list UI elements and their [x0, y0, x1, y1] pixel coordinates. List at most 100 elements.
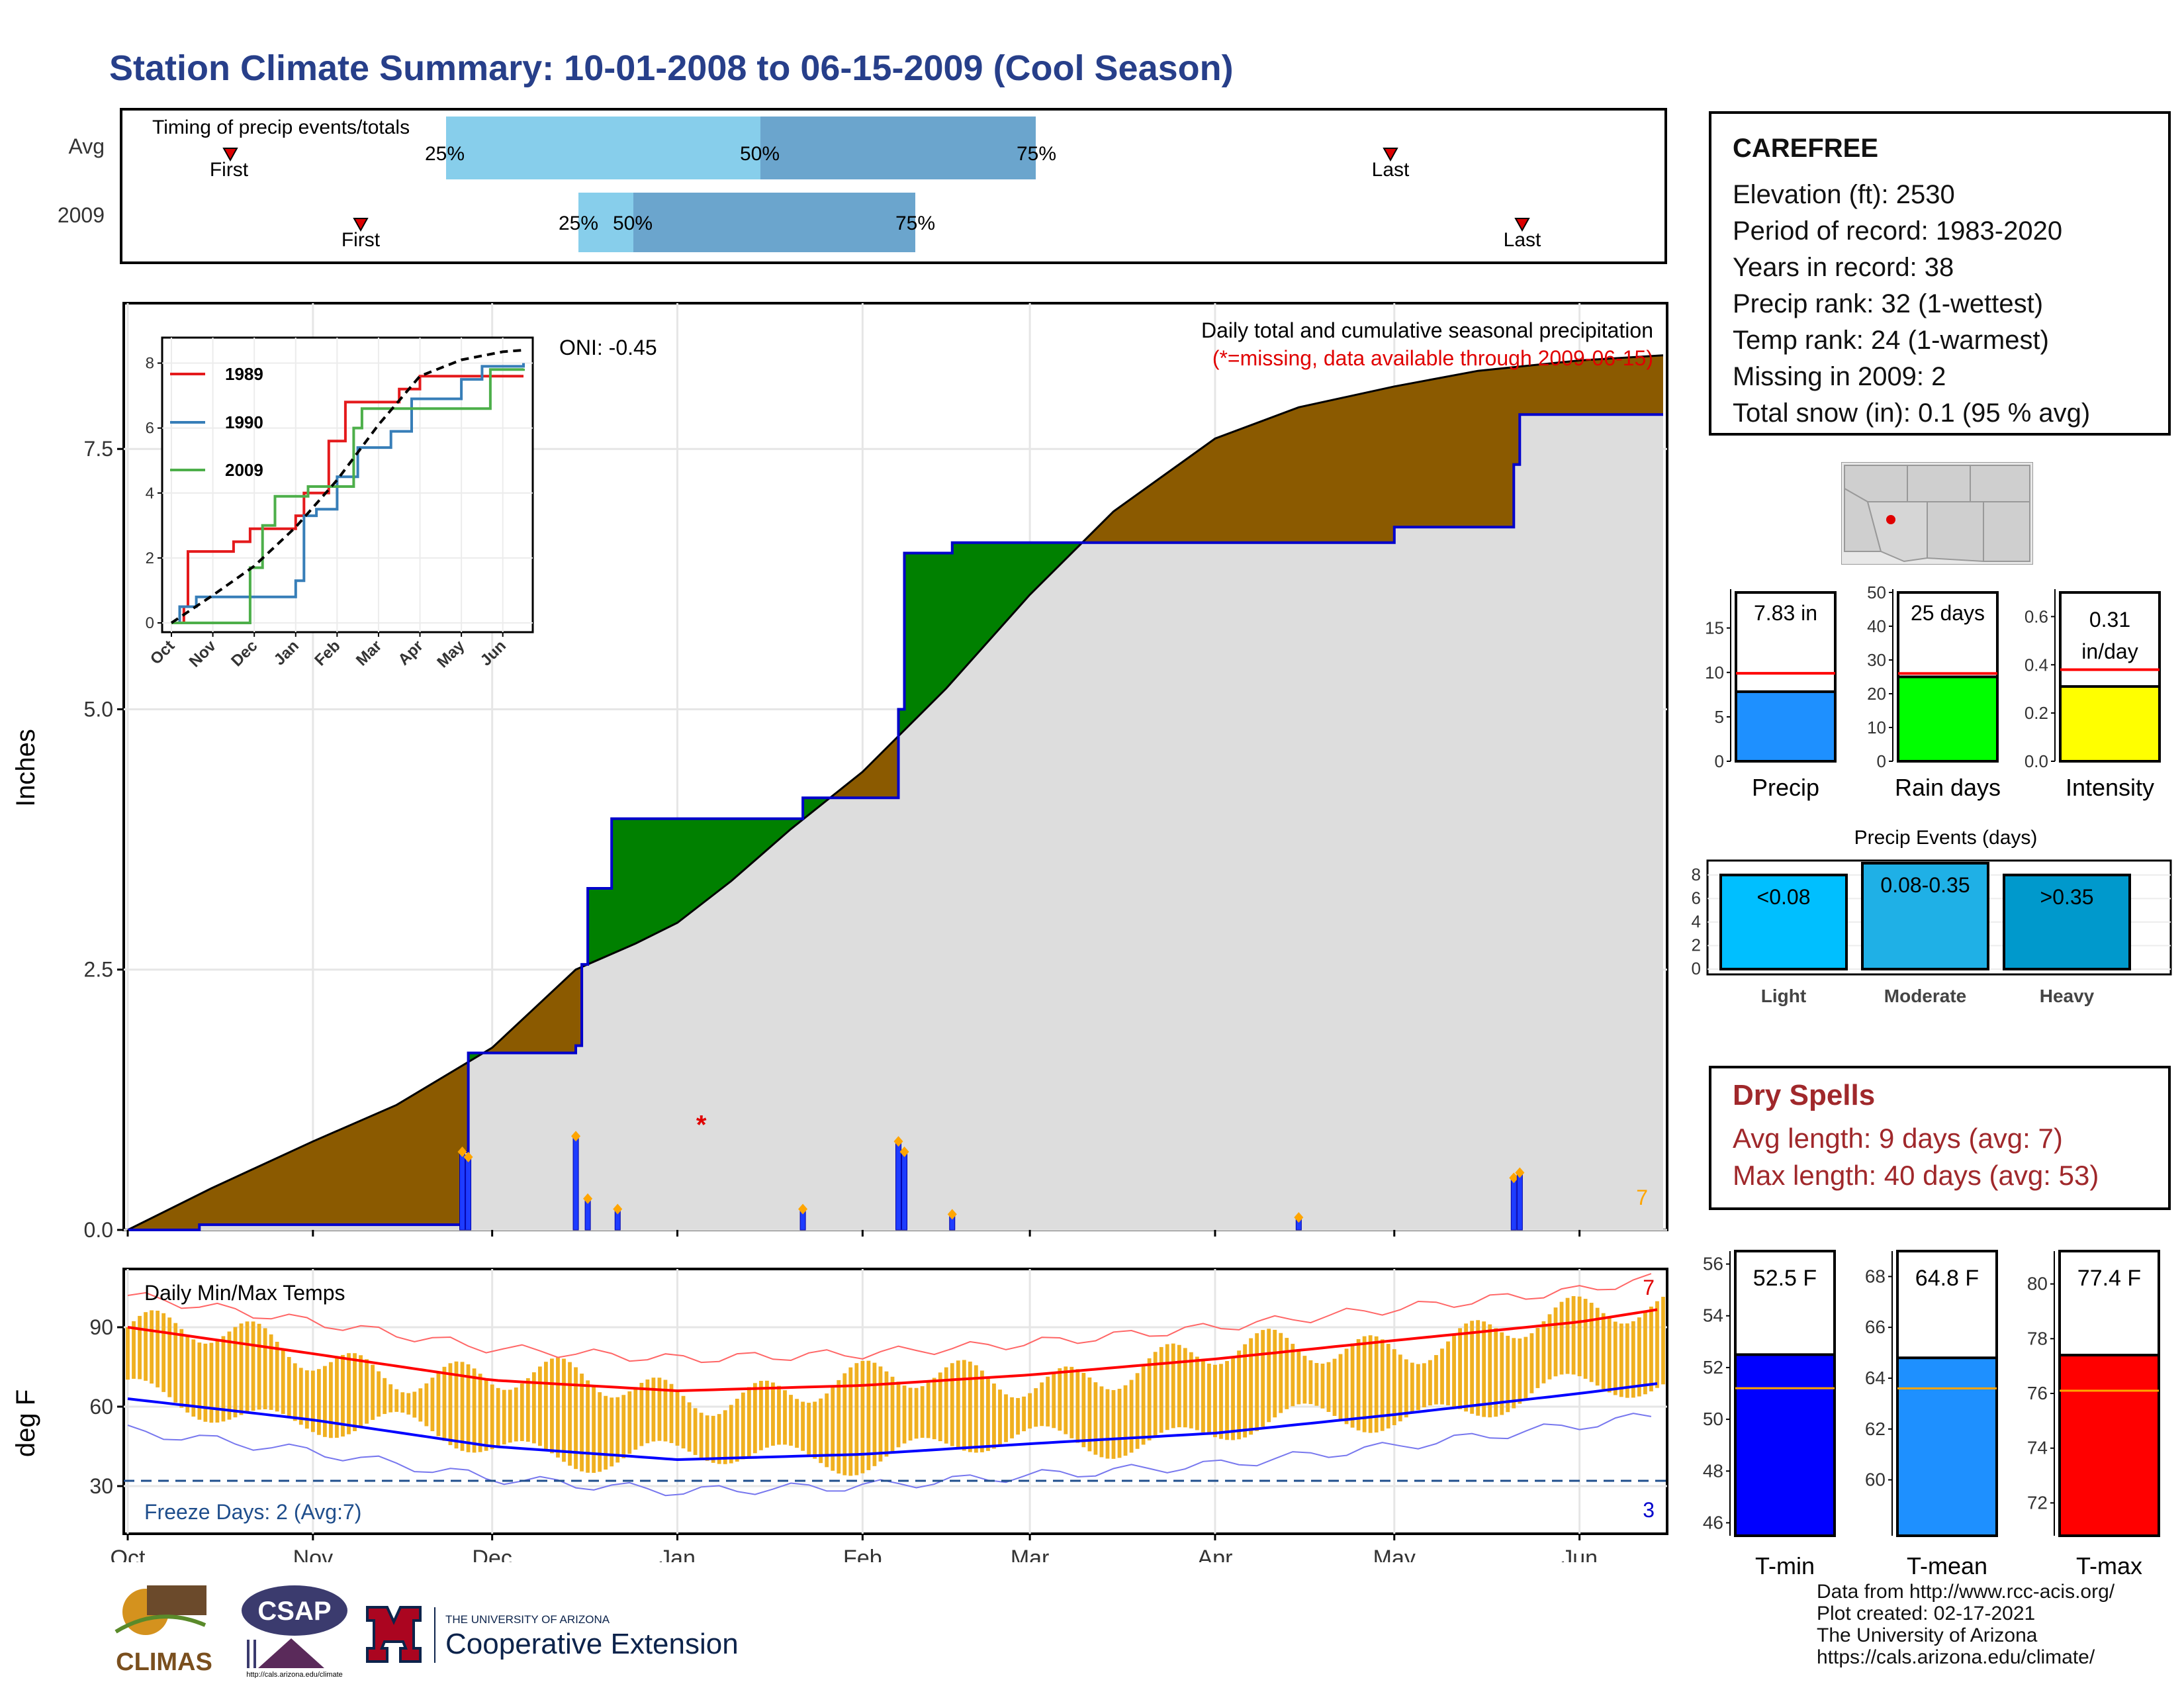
daily-precip-marker	[457, 1147, 467, 1158]
station-line: Period of record: 1983-2020	[1733, 216, 2063, 246]
temp-daily-bar	[1034, 1388, 1038, 1427]
temp-daily-bar	[920, 1386, 925, 1438]
temp-daily-bar	[257, 1323, 261, 1410]
temp-daily-bar	[1398, 1354, 1402, 1422]
temp-daily-bar	[1064, 1366, 1068, 1434]
temp-daily-bar	[914, 1387, 919, 1439]
temp-daily-bar	[1159, 1346, 1163, 1433]
temp-daily-bar	[1524, 1336, 1528, 1399]
temp-daily-bar	[1195, 1356, 1199, 1430]
temp-daily-bar	[215, 1340, 220, 1423]
small-tick-label: 0.2	[2025, 703, 2048, 723]
temp-daily-bar	[1285, 1338, 1289, 1409]
temp-daily-bar	[979, 1370, 984, 1452]
temp-daily-bar	[322, 1366, 327, 1437]
small-tick-label: 20	[1867, 684, 1886, 704]
small-bar-label: Precip	[1752, 774, 1819, 801]
temp-daily-bar	[1637, 1317, 1641, 1397]
temp-daily-bar	[1129, 1380, 1134, 1453]
station-line: Precip rank: 32 (1-wettest)	[1733, 289, 2044, 318]
timing-avg-q1	[446, 117, 760, 179]
temp-daily-bar	[1105, 1389, 1110, 1459]
temp-daily-bar	[298, 1368, 303, 1425]
temp-daily-bar	[681, 1395, 686, 1449]
inset-ytick-label: 0	[146, 614, 154, 632]
daily-precip-bar	[459, 1151, 466, 1231]
timing-y-avg: Avg	[68, 134, 105, 158]
temp-daily-bar	[430, 1378, 435, 1432]
climas-logo: CLIMAS	[114, 1585, 212, 1676]
inset-line-2009	[171, 368, 525, 624]
temp-daily-bar	[1087, 1377, 1092, 1452]
temp-daily-bar	[651, 1378, 656, 1442]
temp-title: Daily Min/Max Temps	[144, 1281, 345, 1305]
temp-daily-bar	[544, 1362, 548, 1450]
temp-daily-bar	[1577, 1296, 1582, 1377]
small-tick-label: 30	[1867, 650, 1886, 670]
temp-daily-bar	[801, 1401, 805, 1451]
temp-daily-bar	[1010, 1397, 1014, 1438]
daily-precip-marker	[1509, 1172, 1519, 1184]
small-tick-label: 10	[1705, 663, 1724, 682]
temp-daily-bar	[1016, 1397, 1020, 1435]
events-bar-range: >0.35	[2040, 885, 2094, 909]
temp-daily-bar	[1219, 1364, 1223, 1439]
temp-daily-bar	[406, 1393, 411, 1415]
timing-label: Timing of precip events/totals	[152, 117, 410, 138]
temp-daily-bar	[1488, 1324, 1492, 1418]
temp-bar-tick-label: 60	[1865, 1470, 1886, 1490]
temp-daily-bar	[783, 1390, 787, 1445]
temp-daily-bar	[580, 1374, 584, 1472]
inset-ytick-label: 6	[146, 420, 154, 438]
inset-frame	[161, 336, 534, 633]
temp-daily-bar	[598, 1392, 602, 1472]
temp-daily-bar	[1655, 1301, 1659, 1388]
temp-daily-bar	[496, 1387, 500, 1447]
temp-bar-tick-label: 64	[1865, 1368, 1886, 1388]
temp-daily-bar	[1362, 1336, 1367, 1432]
temp-daily-bar	[329, 1362, 333, 1438]
small-bar-rain-days	[1897, 675, 1999, 763]
events-tick-label: 6	[1692, 888, 1701, 908]
temp-daily-bar	[1093, 1382, 1098, 1455]
inset-xtick-label: Feb	[311, 637, 343, 669]
temp-daily-bar	[1189, 1352, 1193, 1429]
timing-avg-75: 75%	[1017, 143, 1056, 165]
temp-daily-bar	[1589, 1303, 1594, 1382]
daily-precip-bar	[895, 1141, 902, 1231]
temp-daily-bar	[592, 1387, 596, 1473]
temp-daily-bar	[819, 1398, 823, 1464]
temp-daily-bar	[1649, 1306, 1653, 1391]
temp-daily-bar	[1135, 1373, 1140, 1449]
station-line: Missing in 2009: 2	[1733, 362, 1946, 391]
temp-daily-bar	[1243, 1344, 1247, 1438]
events-bar-heavy	[2003, 873, 2131, 971]
csap-text: CSAP	[257, 1597, 331, 1626]
temp-daily-bar	[848, 1367, 853, 1476]
temp-daily-bar	[1213, 1364, 1217, 1438]
temp-daily-bar	[185, 1335, 190, 1413]
temp-daily-bar	[795, 1399, 799, 1448]
ua-big-text: Cooperative Extension	[445, 1628, 739, 1660]
timing-2009-25: 25%	[559, 212, 598, 234]
temp-daily-bar	[758, 1381, 763, 1450]
temp-daily-bar	[209, 1342, 214, 1423]
temp-daily-bar	[1069, 1366, 1074, 1438]
dry-spells-title: Dry Spells	[1733, 1079, 1876, 1111]
temp-bar-tick-label: 68	[1865, 1266, 1886, 1286]
climas-text: CLIMAS	[116, 1648, 212, 1676]
temp-daily-bar	[854, 1363, 859, 1476]
daily-precip-marker	[1294, 1212, 1304, 1223]
temp-daily-bar	[1571, 1295, 1576, 1375]
temp-daily-bar	[1452, 1334, 1456, 1407]
record-high-line	[127, 1273, 1652, 1364]
temp-daily-bar	[956, 1360, 960, 1449]
temp-daily-bar	[974, 1365, 978, 1453]
temp-daily-bar	[347, 1353, 351, 1434]
temp-daily-bar	[1476, 1320, 1480, 1416]
temp-daily-bar	[1500, 1332, 1504, 1415]
temp-daily-bar	[645, 1379, 650, 1444]
temp-daily-bar	[377, 1371, 381, 1417]
temp-daily-bar	[717, 1414, 721, 1464]
temp-daily-bar	[1171, 1343, 1175, 1429]
